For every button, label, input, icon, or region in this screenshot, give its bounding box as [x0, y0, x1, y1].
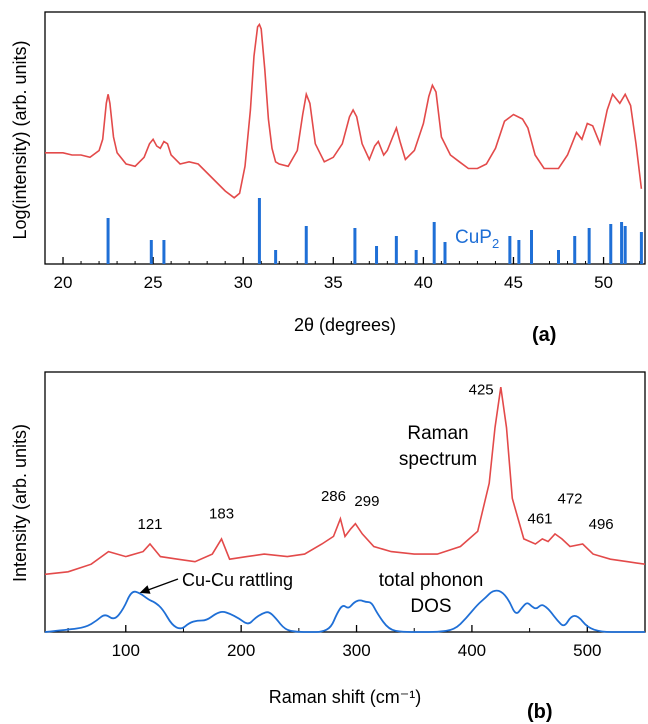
peak-label: 425 — [469, 382, 494, 399]
peak-label: 472 — [557, 491, 582, 508]
xrd-x-axis: 20 25 30 35 40 45 50 — [54, 257, 641, 292]
peak-label: 286 — [321, 488, 346, 505]
rattling-annotation: Cu-Cu rattling — [182, 570, 293, 590]
reference-label-subscript: 2 — [492, 236, 499, 251]
raman-x-axis: 100 200 300 400 500 — [67, 625, 646, 660]
peak-label: 121 — [137, 516, 162, 533]
panel-label-b: (b) — [527, 701, 553, 723]
raman-xlabel: Raman shift (cm⁻¹) — [269, 687, 422, 707]
raman-x-tick-label: 400 — [458, 641, 486, 660]
raman-plot-frame — [44, 371, 646, 633]
xrd-xlabel: 2θ (degrees) — [294, 315, 396, 335]
xrd-x-tick-label: 25 — [144, 273, 163, 292]
peak-label: 496 — [589, 516, 614, 533]
raman-x-tick-label: 100 — [112, 641, 140, 660]
peak-label: 299 — [354, 493, 379, 510]
cup2-reference-peaks — [106, 198, 643, 264]
raman-peak-labels: 121 183 286 299 425 461 472 496 — [137, 382, 613, 533]
raman-x-tick-label: 200 — [227, 641, 255, 660]
raman-x-tick-label: 500 — [573, 641, 601, 660]
reference-label: CuP2 — [455, 227, 499, 251]
phonon-dos-line — [44, 589, 645, 633]
raman-series-label-line2: spectrum — [399, 449, 477, 470]
raman-x-tick-label: 300 — [342, 641, 370, 660]
xrd-x-tick-label: 40 — [414, 273, 433, 292]
xrd-x-tick-label: 30 — [234, 273, 253, 292]
rattling-arrow-head — [139, 585, 151, 594]
xrd-x-tick-label: 35 — [324, 273, 343, 292]
rattling-arrow — [145, 578, 179, 592]
dos-series-label-line2: DOS — [410, 596, 451, 617]
xrd-pattern-line — [45, 22, 643, 199]
xrd-panel: 20 25 30 35 40 45 50 CuP2 2θ (degrees) Log(int… — [10, 11, 646, 346]
xrd-plot-frame — [44, 11, 646, 265]
reference-label-main: CuP — [455, 227, 492, 248]
peak-label: 461 — [527, 511, 552, 528]
raman-spectrum-line — [44, 386, 646, 576]
peak-label: 183 — [209, 506, 234, 523]
xrd-x-tick-label: 20 — [54, 273, 73, 292]
raman-series-label: Raman — [407, 423, 468, 444]
raman-ylabel: Intensity (arb. units) — [10, 424, 30, 582]
panel-label-a: (a) — [532, 324, 556, 346]
xrd-x-tick-label: 50 — [594, 273, 613, 292]
raman-panel: 100 200 300 400 500 121 183 286 299 425 461 472 496… — [10, 371, 646, 723]
xrd-ylabel: Log(intensity) (arb. units) — [10, 40, 30, 239]
xrd-x-tick-label: 45 — [504, 273, 523, 292]
dos-series-label: total phonon — [379, 570, 484, 591]
